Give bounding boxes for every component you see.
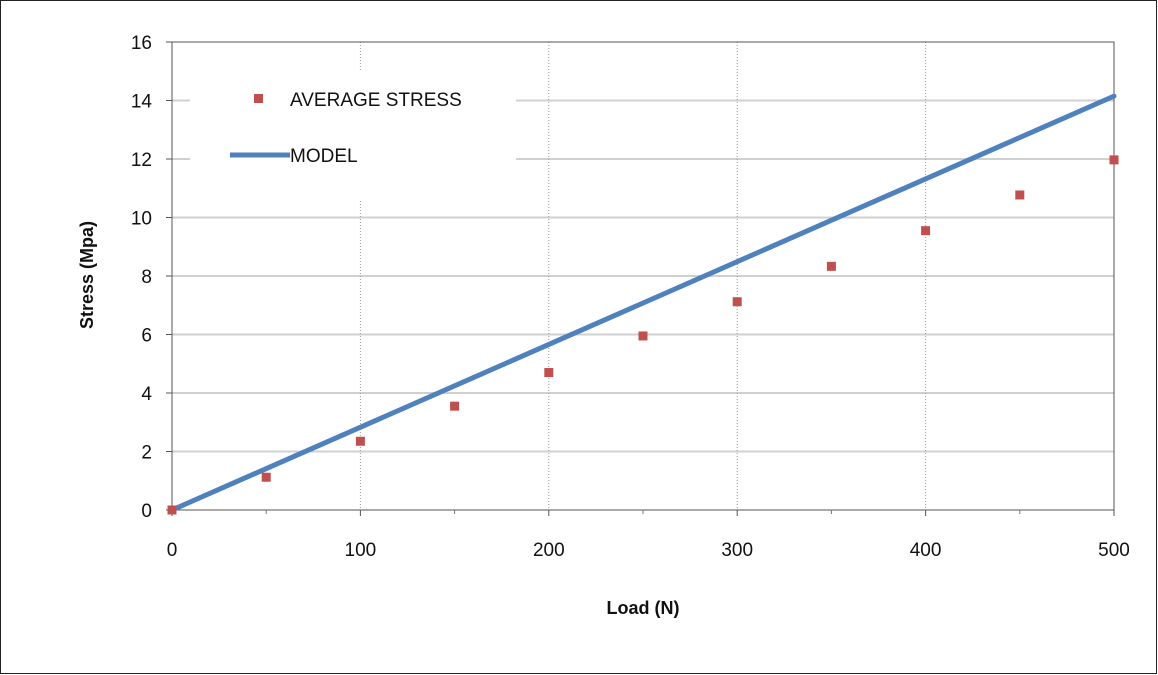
y-tick-label: 4 bbox=[141, 384, 152, 405]
y-tick-label: 2 bbox=[141, 443, 152, 464]
x-tick-label: 500 bbox=[1098, 540, 1130, 561]
series-line-model bbox=[169, 93, 1117, 513]
data-point-average-stress bbox=[167, 505, 177, 515]
y-tick-label: 10 bbox=[131, 209, 152, 230]
data-point-average-stress bbox=[732, 297, 742, 307]
legend-label-average-stress: AVERAGE STRESS bbox=[290, 90, 462, 111]
x-tick-label: 300 bbox=[721, 540, 753, 561]
legend-background bbox=[190, 72, 516, 200]
data-point-average-stress bbox=[450, 401, 460, 411]
data-point-average-stress bbox=[544, 368, 554, 378]
data-point-average-stress bbox=[1109, 155, 1119, 165]
data-point-average-stress bbox=[355, 436, 365, 446]
y-tick-label: 16 bbox=[131, 33, 152, 54]
legend: AVERAGE STRESS MODEL bbox=[190, 72, 516, 200]
legend-label-model: MODEL bbox=[290, 146, 358, 167]
data-point-average-stress bbox=[638, 331, 648, 341]
x-tick-label: 100 bbox=[345, 540, 377, 561]
y-tick-label: 12 bbox=[131, 150, 152, 171]
x-axis-title: Load (N) bbox=[607, 598, 680, 618]
data-point-average-stress bbox=[826, 261, 836, 271]
y-tick-label: 8 bbox=[141, 267, 152, 288]
data-point-average-stress bbox=[921, 226, 931, 236]
y-tick-label: 14 bbox=[131, 92, 153, 113]
legend-marker-average-stress bbox=[254, 94, 263, 103]
x-tick-label: 400 bbox=[910, 540, 942, 561]
grid-layer bbox=[172, 42, 1114, 510]
data-point-average-stress bbox=[1015, 190, 1025, 200]
tick-labels: 0 2 4 6 8 10 12 14 16 0 100 200 300 400 500 bbox=[131, 33, 1130, 561]
y-tick-label: 6 bbox=[141, 326, 152, 347]
x-tick-label: 0 bbox=[167, 540, 178, 561]
series-layer bbox=[167, 93, 1119, 515]
x-tick-label: 200 bbox=[533, 540, 565, 561]
y-tick-label: 0 bbox=[141, 501, 152, 522]
y-axis-title: Stress (Mpa) bbox=[77, 221, 97, 329]
data-point-average-stress bbox=[261, 472, 271, 482]
